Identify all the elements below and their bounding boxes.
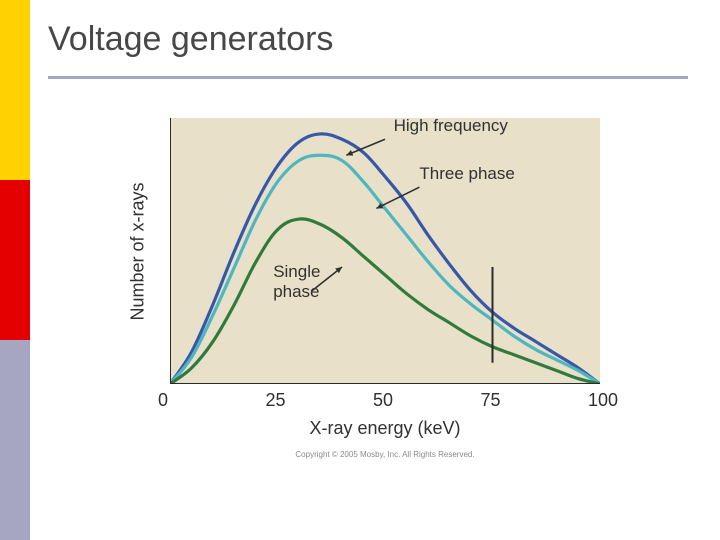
y-axis-label-text: Number of x-rays	[128, 182, 149, 320]
chart-container: Number of x-rays High frequency Three pha…	[110, 106, 630, 476]
x-tick-label: 50	[373, 390, 393, 411]
page-title: Voltage generators	[48, 20, 333, 59]
x-axis-label: X-ray energy (keV)	[170, 418, 600, 439]
series-label: Three phase	[419, 164, 514, 184]
sidebar-stripe-grey	[0, 340, 30, 540]
xray-spectrum-chart	[170, 118, 600, 384]
copyright-text: Copyright © 2005 Mosby, Inc. All Rights …	[170, 450, 600, 459]
sidebar-stripe-red	[0, 180, 30, 340]
x-tick-label: 75	[481, 390, 501, 411]
series-label: Singlephase	[273, 262, 320, 302]
x-tick-label: 25	[266, 390, 286, 411]
slide: Voltage generators Number of x-rays High…	[0, 0, 720, 540]
title-underline	[48, 76, 688, 79]
x-tick-label: 100	[588, 390, 618, 411]
y-axis-label: Number of x-rays	[128, 118, 148, 384]
x-tick-label: 0	[158, 390, 168, 411]
series-label: High frequency	[394, 116, 508, 136]
sidebar-stripe-yellow	[0, 0, 30, 180]
